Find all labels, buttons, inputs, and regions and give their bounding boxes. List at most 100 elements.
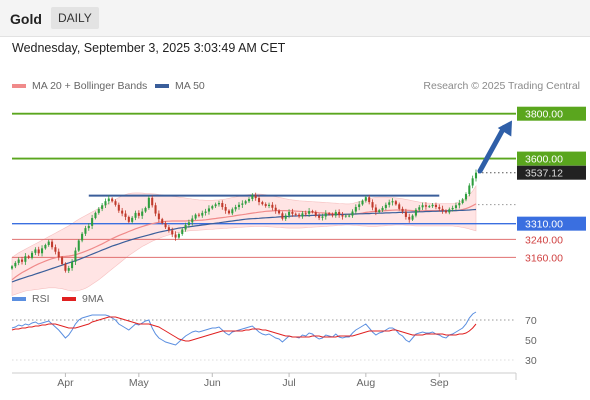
candle: [338, 209, 341, 218]
candle: [177, 232, 180, 239]
candle: [137, 210, 140, 219]
candle: [344, 214, 347, 218]
candle-body: [97, 208, 100, 213]
month-tick-label: Jun: [204, 377, 221, 389]
price-label: 3160.00: [525, 252, 563, 264]
candle-body: [274, 207, 277, 211]
price-label: 3800.00: [517, 106, 586, 121]
candle: [421, 202, 424, 210]
price-label: 3600.00: [517, 151, 586, 166]
candle: [294, 212, 297, 217]
price-label: 3240.00: [525, 234, 563, 246]
candle-body: [388, 202, 391, 205]
price-label: 3310.00: [517, 216, 586, 231]
candle-body: [474, 172, 478, 179]
legend-ma20-label: MA 20 + Bollinger Bands: [32, 80, 148, 92]
candle: [351, 209, 354, 218]
candle: [117, 202, 120, 213]
candle: [41, 245, 44, 257]
candle: [10, 264, 14, 270]
candle-body: [364, 197, 367, 201]
candle-body: [224, 207, 227, 211]
research-credit: Research © 2025 Trading Central: [423, 80, 580, 92]
candle: [371, 199, 374, 211]
candle-body: [247, 198, 251, 202]
candle: [401, 206, 404, 214]
candle-body: [151, 197, 154, 206]
price-label-text: 3240.00: [525, 234, 563, 246]
candle: [461, 198, 464, 205]
candle-body: [34, 249, 37, 253]
candle-body: [418, 207, 421, 210]
candle: [61, 255, 64, 266]
price-label-text: 3537.12: [525, 168, 563, 180]
candle-body: [281, 213, 284, 219]
rsi-swatch-icon: [12, 297, 26, 302]
candle: [217, 200, 220, 207]
candle: [231, 207, 234, 216]
price-label-bg: [517, 151, 586, 166]
candle: [378, 208, 381, 214]
candle-body: [181, 229, 184, 234]
ma20-line: [11, 203, 477, 281]
candle-body: [424, 205, 427, 207]
candle-body: [30, 252, 34, 258]
candle-body: [404, 211, 407, 217]
candle: [187, 219, 190, 228]
candle-body: [398, 204, 401, 209]
candle: [201, 210, 204, 218]
candle-body: [27, 256, 30, 258]
month-tick-label: Jul: [282, 377, 295, 389]
candle-body: [468, 185, 471, 195]
candle: [328, 211, 331, 216]
price-label-text: 3160.00: [525, 252, 563, 264]
candle-body: [67, 268, 70, 271]
candle-body: [291, 211, 294, 214]
candle: [17, 257, 20, 266]
candle: [224, 203, 227, 214]
candle: [321, 213, 324, 221]
candle: [324, 210, 327, 220]
candle: [67, 265, 70, 274]
candle-body: [251, 195, 254, 199]
candle: [141, 208, 144, 219]
candle: [331, 212, 334, 218]
candle-body: [44, 244, 47, 249]
candle: [91, 214, 94, 230]
candle: [404, 208, 407, 220]
candle-body: [104, 201, 107, 206]
candle-body: [244, 201, 247, 204]
candle: [184, 222, 187, 232]
candle: [30, 251, 34, 260]
candle-body: [237, 204, 241, 208]
candles: [10, 169, 478, 274]
candle: [211, 204, 214, 210]
candle-body: [114, 201, 117, 205]
price-label-bg: [517, 106, 586, 121]
candle-body: [368, 197, 371, 203]
candle: [281, 211, 284, 221]
candle: [431, 203, 434, 208]
candle-body: [458, 203, 461, 206]
candle: [204, 208, 207, 216]
candle: [24, 253, 27, 265]
candle: [274, 204, 277, 214]
candle: [144, 206, 147, 213]
candle: [314, 210, 317, 218]
candle-body: [107, 198, 110, 202]
candle: [418, 205, 421, 212]
candle: [161, 217, 164, 225]
timeframe-selector[interactable]: DAILY: [51, 7, 99, 29]
candle: [301, 211, 304, 219]
candle-body: [344, 215, 347, 217]
candle: [444, 209, 447, 214]
candle: [364, 195, 367, 203]
candle: [354, 204, 357, 215]
candle: [237, 202, 241, 210]
candle-body: [147, 197, 150, 208]
candle: [114, 199, 117, 207]
candle: [411, 214, 414, 221]
legend-ma50-label: MA 50: [175, 80, 205, 92]
candle: [388, 199, 391, 208]
